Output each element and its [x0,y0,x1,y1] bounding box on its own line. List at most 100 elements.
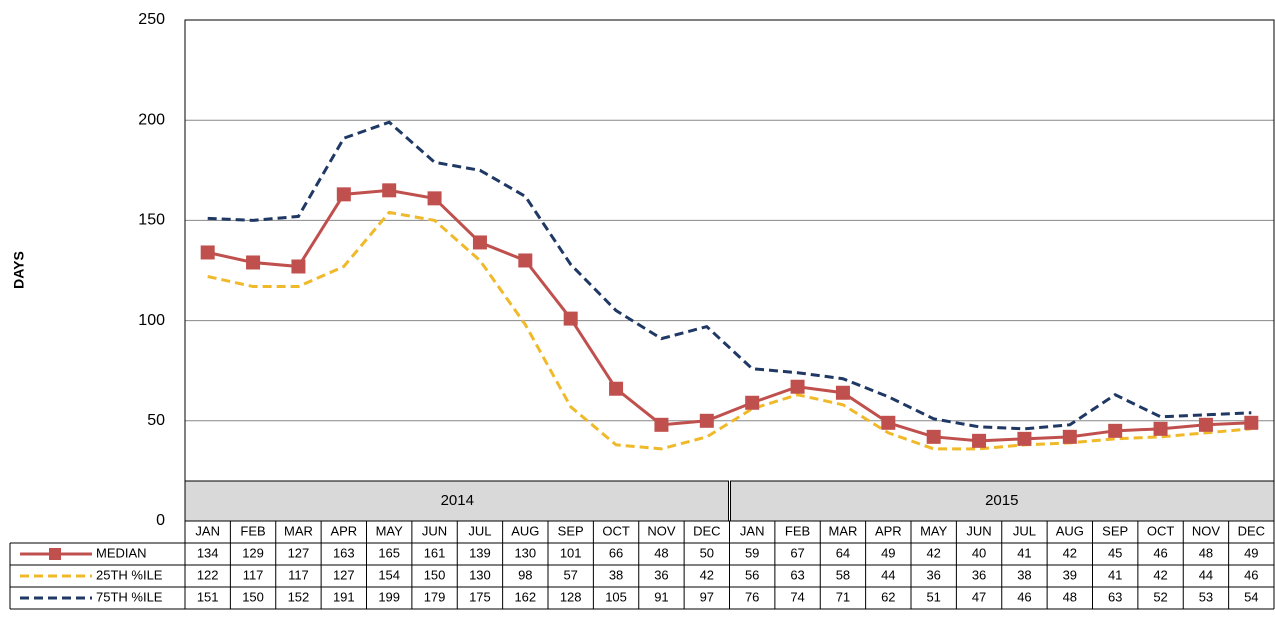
table-value: 53 [1199,589,1213,604]
table-value: 41 [1108,567,1122,582]
y-tick-label: 250 [138,11,165,28]
year-label: 2015 [985,492,1018,509]
table-value: 57 [563,567,577,582]
x-tick-label: SEP [558,523,584,538]
point-marker [200,245,215,260]
point-marker [1153,421,1168,436]
x-tick-label: DEC [693,523,720,538]
point-marker [699,413,714,428]
table-value: 117 [243,567,264,582]
x-tick-label: OCT [1147,523,1175,538]
table-value: 127 [288,545,310,560]
table-value: 154 [378,567,400,582]
table-value: 101 [560,545,582,560]
table-value: 42 [700,567,714,582]
table-value: 76 [745,589,759,604]
table-value: 128 [560,589,582,604]
y-tick-label: 200 [138,111,165,128]
table-value: 63 [790,567,804,582]
y-axis-label: DAYS [11,251,27,289]
table-value: 117 [288,567,309,582]
table-value: 36 [654,567,668,582]
point-marker [427,191,442,206]
table-value: 42 [926,545,940,560]
point-marker [1108,423,1123,438]
table-value: 67 [790,545,804,560]
x-tick-label: OCT [602,523,630,538]
table-value: 39 [1063,567,1077,582]
point-marker [1244,415,1259,430]
table-value: 74 [790,589,804,604]
point-marker [609,381,624,396]
x-tick-label: JAN [195,523,220,538]
point-marker [745,395,760,410]
table-value: 50 [700,545,714,560]
table-value: 151 [197,589,219,604]
table-value: 38 [1017,567,1031,582]
table-value: 97 [700,589,714,604]
table-value: 152 [288,589,310,604]
x-tick-label: JUN [422,523,447,538]
table-value: 48 [654,545,668,560]
table-value: 59 [745,545,759,560]
table-value: 45 [1108,545,1122,560]
table-value: 49 [881,545,895,560]
point-marker [563,311,578,326]
series-line [207,120,1252,431]
x-tick-label: SEP [1102,523,1128,538]
year-band [184,480,729,522]
x-tick-label: JAN [740,523,765,538]
table-value: 150 [242,589,264,604]
table-value: 51 [926,589,940,604]
x-tick-label: JUL [1013,523,1036,538]
table-value: 139 [469,545,491,560]
table-value: 36 [972,567,986,582]
table-value: 41 [1017,545,1031,560]
table-value: 130 [514,545,536,560]
table-value: 150 [424,567,446,582]
table-value: 38 [609,567,623,582]
x-tick-label: FEB [785,523,810,538]
x-tick-label: DEC [1238,523,1265,538]
table-value: 46 [1244,567,1258,582]
table-value: 48 [1199,545,1213,560]
x-tick-label: APR [330,523,357,538]
table-value: 179 [424,589,446,604]
table-value: 44 [881,567,895,582]
y-tick-label: 50 [147,412,165,429]
point-marker [790,379,805,394]
table-value: 191 [333,589,355,604]
x-tick-label: AUG [511,523,539,538]
plot-border [184,19,1275,522]
point-marker [382,183,397,198]
table-value: 42 [1063,545,1077,560]
table-value: 48 [1063,589,1077,604]
table-value: 91 [654,589,668,604]
point-marker [881,415,896,430]
x-tick-label: NOV [647,523,676,538]
table-value: 40 [972,545,986,560]
table-value: 52 [1153,589,1167,604]
y-tick-label: 100 [138,312,165,329]
table-value: 49 [1244,545,1258,560]
x-tick-label: AUG [1056,523,1084,538]
table-value: 46 [1153,545,1167,560]
y-tick-label: 150 [138,212,165,229]
table-value: 122 [197,567,219,582]
legend-label: 25TH %ILE [96,567,163,582]
point-marker [926,429,941,444]
series-line [207,210,1252,451]
x-tick-label: JUL [468,523,491,538]
table-value: 161 [424,545,446,560]
point-marker [1017,431,1032,446]
x-tick-label: MAR [284,523,313,538]
point-marker [972,433,987,448]
legend-label: MEDIAN [96,545,147,560]
table-value: 63 [1108,589,1122,604]
table-value: 105 [605,589,627,604]
point-marker [1062,429,1077,444]
table-value: 98 [518,567,532,582]
table-value: 44 [1199,567,1213,582]
x-tick-label: MAY [920,523,948,538]
table-value: 54 [1244,589,1258,604]
